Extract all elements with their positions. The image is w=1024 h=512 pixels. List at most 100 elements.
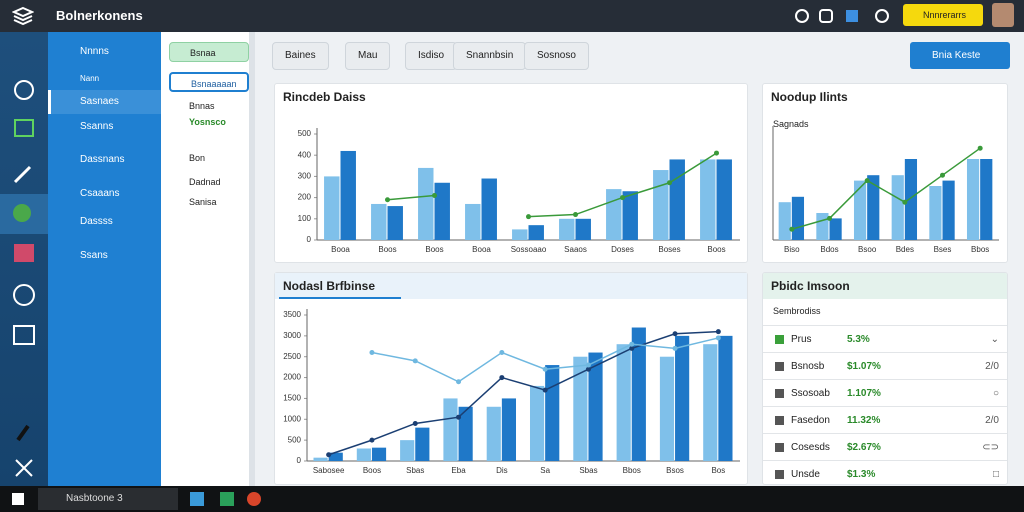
nav-item[interactable]: Ssanns xyxy=(80,121,114,132)
y-tick-label: 200 xyxy=(298,193,312,202)
subnav-item[interactable]: Yosnsco xyxy=(189,117,226,127)
subnav-item[interactable]: Bsnaaaaan xyxy=(169,72,249,92)
card-title: Nodasl Brfbinse xyxy=(283,279,376,293)
action-button[interactable]: Bnia Keste xyxy=(910,42,1010,69)
card-title: Pbidc Imsoon xyxy=(771,279,850,293)
list-row: Bsnosb $1.07% 2/0 xyxy=(763,352,1007,379)
bar xyxy=(545,365,560,461)
row-name: Prus xyxy=(791,334,812,345)
y-tick-label: 1500 xyxy=(283,394,301,403)
bar xyxy=(853,180,867,240)
row-value: 11.32% xyxy=(847,415,881,426)
bar xyxy=(778,202,791,240)
x-tick-label: Sa xyxy=(540,466,550,475)
nav-item[interactable]: Ssans xyxy=(80,250,108,261)
subnav-item[interactable]: Bon xyxy=(189,153,206,163)
nav-item[interactable]: Csaaans xyxy=(80,188,120,199)
row-extra[interactable]: ⊂⊃ xyxy=(982,442,999,453)
subnav-item[interactable]: Sanisa xyxy=(189,197,217,207)
y-tick-label: 3500 xyxy=(283,310,301,319)
chart: 0 100 200 300 400 500 Booa Boos Boos Booa Sossoaao… xyxy=(298,128,740,254)
y-tick-label: 400 xyxy=(298,150,312,159)
bar xyxy=(700,159,716,240)
subnav-item[interactable]: Bnnas xyxy=(189,101,215,111)
row-extra[interactable]: ○ xyxy=(992,388,999,399)
x-tick-label: Bdos xyxy=(820,245,838,254)
tab[interactable]: Isdiso xyxy=(405,42,458,70)
tab[interactable]: Snannbsin xyxy=(453,42,527,70)
bar xyxy=(791,196,805,240)
nav-item[interactable]: Sasnaes xyxy=(80,96,119,107)
card: Noodup Ilints Sagnads Biso Bdos Bsoo Bdes Bs… xyxy=(762,83,1008,263)
line-point xyxy=(412,420,418,426)
bar xyxy=(486,406,501,461)
line-point xyxy=(326,452,332,458)
x-tick-label: Saaos xyxy=(564,245,587,254)
bar xyxy=(575,218,591,240)
bar xyxy=(929,186,942,240)
y-tick-label: 2000 xyxy=(283,373,301,382)
subnav-item[interactable]: Dadnad xyxy=(189,177,221,187)
bar xyxy=(529,385,545,461)
taskbar: Nasbtoone 3 xyxy=(0,486,1024,512)
nav-item[interactable]: Nnnns xyxy=(80,46,109,57)
card-title: Noodup Ilints xyxy=(771,90,848,104)
line-point xyxy=(667,180,672,186)
bar xyxy=(942,180,955,240)
x-tick-label: Bdes xyxy=(896,245,914,254)
bar xyxy=(904,159,918,240)
nav-item[interactable]: Nann xyxy=(80,74,100,83)
row-value: 1.107% xyxy=(847,388,881,399)
list-header: Sembrodiss xyxy=(773,306,821,316)
search-box[interactable]: Nasbtoone 3 xyxy=(38,488,178,510)
y-tick-label: 300 xyxy=(298,172,312,181)
card-subtitle: Sagnads xyxy=(773,119,809,129)
nav-item[interactable]: Dassss xyxy=(80,216,113,227)
bar xyxy=(606,189,622,240)
x-tick-label: Bos xyxy=(711,466,725,475)
bar xyxy=(675,335,690,461)
y-tick-label: 100 xyxy=(298,214,312,223)
y-tick-label: 500 xyxy=(298,129,312,138)
list-row: Prus 5.3% ⌄ xyxy=(763,325,1007,352)
taskbar-icons xyxy=(12,492,261,506)
line-point xyxy=(714,150,719,156)
row-extra[interactable]: 2/0 xyxy=(985,361,999,372)
upgrade-button[interactable]: Nnnrerarrs xyxy=(903,4,983,26)
line-point xyxy=(385,197,390,203)
bar xyxy=(573,356,588,461)
row-value: $1.07% xyxy=(847,361,881,372)
icon-rail xyxy=(0,32,48,486)
x-tick-label: Sbas xyxy=(406,466,424,475)
x-tick-label: Biso xyxy=(784,245,800,254)
bar xyxy=(588,352,603,461)
line-point xyxy=(827,215,832,221)
bar xyxy=(501,398,517,461)
chart: Biso Bdos Bsoo Bdes Bses Bbos xyxy=(772,126,999,254)
tab[interactable]: Sosnoso xyxy=(524,42,589,70)
line-point xyxy=(542,387,548,393)
bar xyxy=(891,175,904,240)
line-point xyxy=(672,345,678,351)
bar xyxy=(418,167,434,240)
nav-item[interactable]: Dassnans xyxy=(80,154,125,165)
bar xyxy=(816,213,829,240)
line-point xyxy=(902,199,908,205)
card-title: Rincdeb Daiss xyxy=(283,90,366,104)
list-row: Fasedon 11.32% 2/0 xyxy=(763,406,1007,433)
x-tick-label: Booa xyxy=(472,245,491,254)
x-tick-label: Bses xyxy=(934,245,952,254)
avatar[interactable] xyxy=(992,3,1014,27)
tab[interactable]: Mau xyxy=(345,42,391,70)
x-tick-label: Sabosee xyxy=(313,466,345,475)
row-extra[interactable]: 2/0 xyxy=(985,415,999,426)
subnav-item[interactable]: Bsnaa xyxy=(169,42,249,62)
bar xyxy=(434,182,450,240)
row-extra[interactable]: □ xyxy=(992,469,999,480)
row-extra[interactable]: ⌄ xyxy=(990,334,999,345)
nav: Nnnns Nann Sasnaes Ssanns Dassnans Csaaans Das… xyxy=(48,32,161,486)
line-point xyxy=(573,212,578,218)
line-point xyxy=(542,366,548,372)
tab[interactable]: Baines xyxy=(272,42,329,70)
